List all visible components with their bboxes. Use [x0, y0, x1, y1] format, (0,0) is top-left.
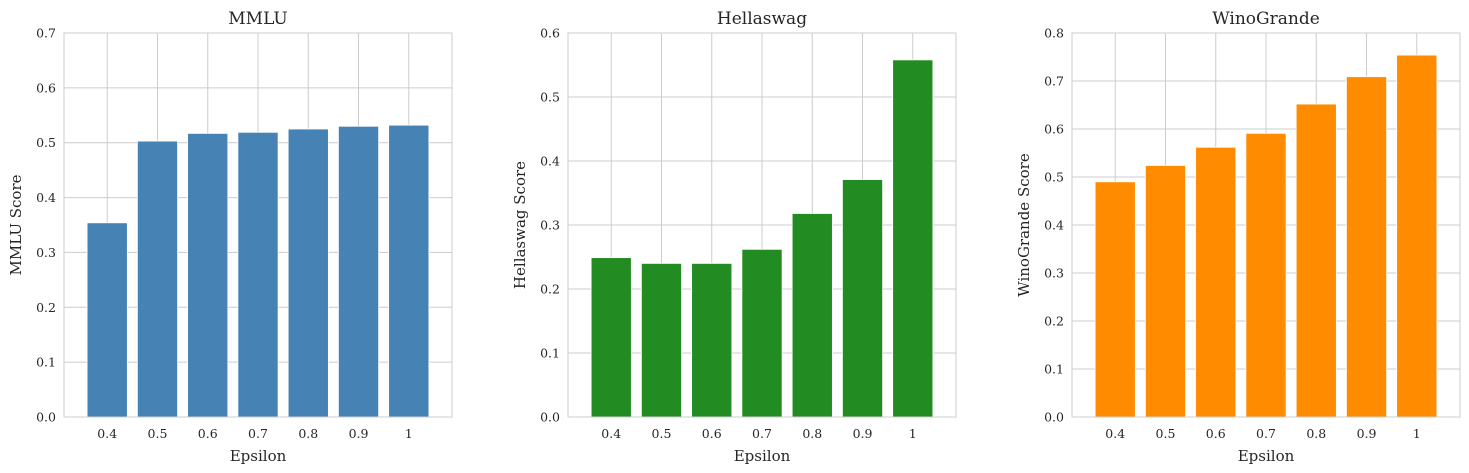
y-tick-label: 0.4 [36, 190, 56, 205]
x-tick-label: 0.6 [198, 426, 218, 441]
chart-panel-3: 0.0 0.1 0.2 0.3 0.4 0.5 0.6 0.7 0.8 0.4 0.5 0.6 0.7 0… [1015, 9, 1461, 465]
y-tick-label: 0.1 [1044, 362, 1064, 377]
x-tick-label: 0.7 [1256, 426, 1276, 441]
y-axis-label: MMLU Score [7, 174, 25, 275]
y-axis-label: Hellaswag Score [511, 161, 529, 289]
bar-0.5 [1144, 165, 1186, 418]
bar-0.4 [1094, 181, 1136, 418]
x-tick-label: 0.8 [1306, 426, 1326, 441]
y-tick-label: 0.1 [36, 355, 56, 370]
bar-0.6 [187, 132, 229, 418]
y-axis-label: WinoGrande Score [1015, 153, 1033, 297]
x-tick-label: 0.9 [349, 426, 369, 441]
y-tick-label: 0.3 [540, 218, 560, 233]
x-tick-label: 0.8 [298, 426, 318, 441]
bar-0.6 [691, 262, 733, 418]
bar-1 [388, 124, 430, 418]
y-tick-label: 0.2 [36, 300, 56, 315]
bar-0.7 [1245, 132, 1287, 418]
y-tick-label: 0.5 [1044, 170, 1064, 185]
plot-frame [567, 32, 957, 418]
y-tick-label: 0.4 [1044, 218, 1064, 233]
bar-0.5 [136, 140, 178, 418]
bar-0.7 [237, 131, 279, 418]
y-tick-label: 0.5 [540, 90, 560, 105]
y-tick-label: 0.0 [540, 410, 560, 425]
plot-frame [1071, 32, 1461, 418]
x-tick-label: 0.5 [652, 426, 672, 441]
x-tick-label: 0.6 [1206, 426, 1226, 441]
chart-title: WinoGrande [1212, 9, 1320, 29]
y-tick-label: 0.2 [540, 282, 560, 297]
x-tick-label: 0.4 [97, 426, 117, 441]
y-tick-label: 0.7 [1044, 74, 1064, 89]
x-tick-label: 1 [1413, 426, 1421, 441]
x-tick-label: 1 [405, 426, 413, 441]
x-tick-label: 0.6 [702, 426, 722, 441]
x-tick-label: 0.7 [248, 426, 268, 441]
chart-panel-2: 0.0 0.1 0.2 0.3 0.4 0.5 0.6 0.4 0.5 0.6 0.7 0.8 0.9 1… [511, 9, 957, 465]
y-tick-label: 0.3 [36, 245, 56, 260]
x-tick-label: 0.5 [148, 426, 168, 441]
y-tick-label: 0.4 [540, 154, 560, 169]
x-tick-label: 0.4 [601, 426, 621, 441]
x-tick-label: 0.5 [1156, 426, 1176, 441]
bar-0.5 [640, 262, 682, 418]
chart-panel-1: 0.0 0.1 0.2 0.3 0.4 0.5 0.6 0.7 0.4 0.5 0.6 0.7 0.8 0… [7, 9, 453, 465]
y-tick-label: 0.6 [1044, 122, 1064, 137]
bar-0.4 [590, 257, 632, 418]
x-axis-label: Epsilon [1238, 447, 1295, 465]
bar-0.9 [1346, 76, 1388, 418]
x-tick-label: 0.4 [1105, 426, 1125, 441]
bar-1 [1396, 54, 1438, 418]
y-tick-label: 0.7 [36, 26, 56, 41]
y-tick-label: 0.0 [1044, 410, 1064, 425]
x-axis-label: Epsilon [230, 447, 287, 465]
x-tick-label: 0.9 [1357, 426, 1377, 441]
y-tick-label: 0.2 [1044, 314, 1064, 329]
y-tick-label: 0.0 [36, 410, 56, 425]
bar-0.9 [338, 125, 380, 418]
y-tick-label: 0.5 [36, 135, 56, 150]
bar-0.8 [791, 213, 833, 418]
bar-0.4 [86, 222, 128, 418]
bar-0.8 [287, 128, 329, 418]
x-tick-label: 0.7 [752, 426, 772, 441]
y-tick-label: 0.8 [1044, 26, 1064, 41]
y-tick-label: 0.3 [1044, 266, 1064, 281]
y-tick-label: 0.6 [36, 80, 56, 95]
bar-0.8 [1295, 103, 1337, 418]
y-tick-label: 0.1 [540, 346, 560, 361]
chart-title: MMLU [228, 9, 288, 29]
x-tick-label: 0.8 [802, 426, 822, 441]
bar-0.6 [1195, 146, 1237, 418]
y-tick-label: 0.6 [540, 26, 560, 41]
bar-0.7 [741, 248, 783, 418]
chart-title: Hellaswag [717, 9, 807, 29]
x-axis-label: Epsilon [734, 447, 791, 465]
bar-1 [892, 59, 934, 418]
x-tick-label: 1 [909, 426, 917, 441]
bar-0.9 [842, 179, 884, 418]
plot-frame [63, 32, 453, 418]
x-tick-label: 0.9 [853, 426, 873, 441]
